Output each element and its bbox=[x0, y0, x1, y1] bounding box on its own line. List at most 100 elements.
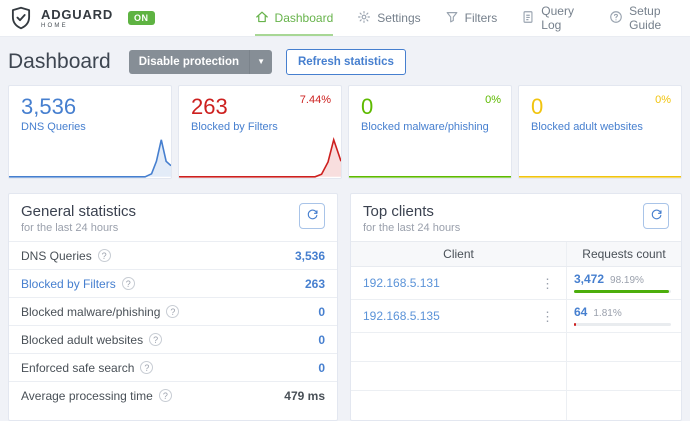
funnel-icon bbox=[445, 10, 459, 27]
stat-label: Blocked adult websites bbox=[21, 332, 144, 347]
stat-value: 263 bbox=[304, 276, 325, 291]
card-percent: 7.44% bbox=[299, 94, 331, 106]
help-circle-icon bbox=[609, 10, 623, 27]
card-blocked-adult: 0 0% Blocked adult websites bbox=[518, 85, 682, 179]
empty-row bbox=[351, 362, 681, 391]
refresh-icon bbox=[650, 208, 663, 224]
client-ip-link[interactable]: 192.168.5.135 bbox=[363, 309, 440, 323]
dashboard-toolbar: Dashboard Disable protection ▼ Refresh s… bbox=[0, 37, 690, 85]
stat-value: 3,536 bbox=[294, 248, 325, 263]
nav-settings[interactable]: Settings bbox=[357, 0, 421, 36]
top-clients-panel: Top clients for the last 24 hours Client… bbox=[350, 193, 682, 421]
client-ip-link[interactable]: 192.168.5.131 bbox=[363, 276, 440, 290]
chevron-down-icon[interactable]: ▼ bbox=[249, 50, 272, 74]
stat-label: Blocked malware/phishing bbox=[21, 304, 161, 319]
refresh-statistics-button[interactable]: Refresh statistics bbox=[285, 49, 406, 75]
stat-row: DNS Queries 3,536 bbox=[9, 241, 337, 269]
card-dns-queries: 3,536 DNS Queries bbox=[8, 85, 172, 179]
card-blocked-by-filters: 263 7.44% Blocked by Filters bbox=[178, 85, 342, 179]
nav-label: Dashboard bbox=[274, 11, 334, 25]
request-count: 3,472 bbox=[574, 272, 605, 286]
sparkline-chart bbox=[9, 136, 171, 178]
app-header: ADGUARD HOME ON Dashboard Settings bbox=[0, 0, 690, 37]
stat-row: Blocked adult websites 0 bbox=[9, 325, 337, 353]
top-clients-table-header: Client Requests count bbox=[351, 241, 681, 267]
nav-filters[interactable]: Filters bbox=[445, 0, 498, 36]
card-label: Blocked malware/phishing bbox=[361, 121, 489, 134]
kebab-menu-icon[interactable]: ⋮ bbox=[541, 275, 554, 291]
panel-subtitle: for the last 24 hours bbox=[363, 222, 461, 234]
help-icon[interactable] bbox=[158, 389, 172, 402]
disable-protection-button[interactable]: Disable protection ▼ bbox=[128, 50, 272, 74]
card-percent: 0% bbox=[655, 94, 671, 106]
help-icon[interactable] bbox=[140, 361, 154, 374]
stat-row: Blocked by Filters 263 bbox=[9, 269, 337, 297]
column-requests-count: Requests count bbox=[582, 247, 666, 261]
refresh-top-clients-button[interactable] bbox=[643, 203, 669, 229]
brand-subtitle: HOME bbox=[41, 22, 68, 29]
sparkline-chart bbox=[179, 136, 341, 178]
request-percent: 1.81% bbox=[593, 308, 622, 319]
nav-label: Filters bbox=[464, 11, 498, 25]
kebab-menu-icon[interactable]: ⋮ bbox=[541, 308, 554, 324]
protection-on-badge: ON bbox=[128, 11, 155, 25]
empty-row bbox=[351, 333, 681, 362]
panel-subtitle: for the last 24 hours bbox=[21, 222, 119, 234]
nav-label: Settings bbox=[377, 11, 421, 25]
refresh-general-statistics-button[interactable] bbox=[299, 203, 325, 229]
client-row: 192.168.5.135 ⋮ 64 1.81% bbox=[351, 300, 681, 333]
help-icon[interactable] bbox=[149, 333, 163, 346]
dashboard-panels: General statistics for the last 24 hours… bbox=[8, 193, 682, 421]
card-value: 0 bbox=[361, 94, 374, 119]
refresh-icon bbox=[306, 208, 319, 224]
card-label: DNS Queries bbox=[21, 121, 86, 134]
sparkline-chart bbox=[349, 136, 511, 178]
general-statistics-list: DNS Queries 3,536 Blocked by Filters 263… bbox=[9, 241, 337, 409]
stat-row: Average processing time 479 ms bbox=[9, 381, 337, 409]
progress-bar bbox=[574, 323, 671, 326]
disable-protection-label: Disable protection bbox=[138, 56, 240, 68]
card-value: 3,536 bbox=[21, 94, 77, 119]
client-row: 192.168.5.131 ⋮ 3,472 98.19% bbox=[351, 267, 681, 300]
general-statistics-panel: General statistics for the last 24 hours… bbox=[8, 193, 338, 421]
card-label: Blocked adult websites bbox=[531, 121, 643, 134]
empty-row bbox=[351, 391, 681, 420]
help-icon[interactable] bbox=[97, 249, 111, 262]
help-icon[interactable] bbox=[166, 305, 180, 318]
adguard-logo: ADGUARD HOME ON bbox=[8, 0, 155, 36]
stat-row: Enforced safe search 0 bbox=[9, 353, 337, 381]
stat-value: 0 bbox=[318, 332, 325, 347]
sparkline-chart bbox=[519, 136, 681, 178]
help-icon[interactable] bbox=[121, 277, 135, 290]
request-count: 64 bbox=[574, 305, 588, 319]
stat-label: DNS Queries bbox=[21, 248, 92, 263]
nav-label: Query Log bbox=[541, 4, 574, 32]
card-value: 263 bbox=[191, 94, 228, 119]
main-nav: Dashboard Settings Filters bbox=[254, 0, 682, 36]
stat-row: Blocked malware/phishing 0 bbox=[9, 297, 337, 325]
card-label: Blocked by Filters bbox=[191, 121, 278, 134]
document-icon bbox=[521, 10, 535, 27]
nav-query-log[interactable]: Query Log bbox=[521, 0, 585, 36]
panel-title: General statistics bbox=[21, 203, 137, 220]
stat-value: 479 ms bbox=[284, 388, 325, 403]
home-icon bbox=[255, 10, 269, 27]
stat-label-link[interactable]: Blocked by Filters bbox=[21, 276, 116, 291]
stat-value: 0 bbox=[318, 304, 325, 319]
request-percent: 98.19% bbox=[610, 275, 644, 286]
nav-dashboard[interactable]: Dashboard bbox=[254, 0, 334, 36]
nav-label: Setup Guide bbox=[629, 4, 662, 32]
stat-label: Enforced safe search bbox=[21, 360, 135, 375]
card-percent: 0% bbox=[485, 94, 501, 106]
shield-check-icon bbox=[8, 5, 34, 31]
stat-value: 0 bbox=[318, 360, 325, 375]
nav-setup-guide[interactable]: Setup Guide bbox=[609, 0, 682, 36]
card-value: 0 bbox=[531, 94, 544, 119]
gear-icon bbox=[357, 10, 371, 27]
stat-cards: 3,536 DNS Queries 263 7.44% Blocked by F… bbox=[8, 85, 682, 179]
page-title: Dashboard bbox=[8, 50, 111, 73]
card-blocked-malware: 0 0% Blocked malware/phishing bbox=[348, 85, 512, 179]
brand-name: ADGUARD bbox=[41, 6, 114, 22]
panel-title: Top clients bbox=[363, 203, 434, 220]
stat-label: Average processing time bbox=[21, 388, 153, 403]
